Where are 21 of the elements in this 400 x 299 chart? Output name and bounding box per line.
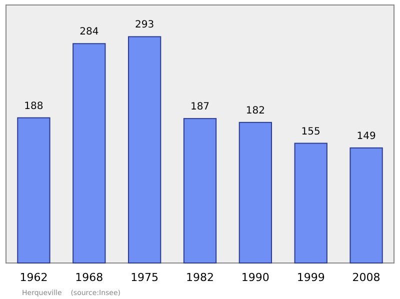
data-label: 155 bbox=[301, 126, 320, 138]
data-label: 187 bbox=[190, 102, 210, 113]
bar bbox=[294, 142, 328, 264]
x-tick-label: 1999 bbox=[296, 271, 325, 284]
data-label: 149 bbox=[356, 130, 376, 142]
bar bbox=[128, 36, 162, 264]
bar bbox=[72, 43, 106, 264]
bar bbox=[183, 118, 217, 264]
x-tick-label: 1962 bbox=[20, 271, 48, 284]
x-tick-label: 1982 bbox=[186, 271, 214, 284]
bar bbox=[17, 117, 50, 264]
data-label: 284 bbox=[80, 26, 99, 38]
x-tick-label: 1990 bbox=[241, 271, 270, 284]
data-label: 188 bbox=[24, 100, 44, 112]
bar bbox=[238, 122, 272, 264]
x-tick-label: 1975 bbox=[130, 271, 159, 284]
data-label: 182 bbox=[246, 105, 265, 116]
data-label: 293 bbox=[135, 20, 154, 31]
x-tick-label: 2008 bbox=[352, 271, 380, 284]
bar bbox=[350, 147, 383, 264]
x-tick-label: 1968 bbox=[75, 271, 104, 284]
